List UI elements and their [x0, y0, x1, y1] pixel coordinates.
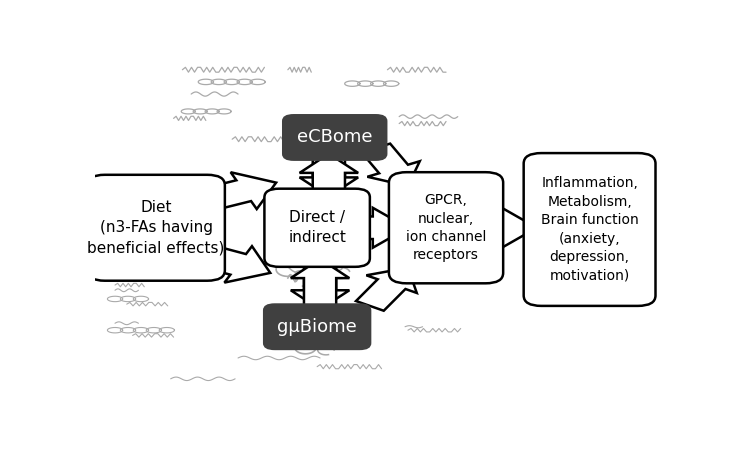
FancyBboxPatch shape	[263, 303, 371, 350]
Text: eCBome: eCBome	[297, 129, 373, 147]
Polygon shape	[291, 259, 349, 309]
Polygon shape	[361, 143, 420, 186]
Polygon shape	[291, 259, 349, 309]
Text: Inflammation,
Metabolism,
Brain function
(anxiety,
depression,
motivation): Inflammation, Metabolism, Brain function…	[541, 176, 639, 282]
FancyBboxPatch shape	[282, 114, 387, 161]
Text: Direct /
indirect: Direct / indirect	[288, 210, 346, 245]
Text: Diet
(n3-FAs having
beneficial effects): Diet (n3-FAs having beneficial effects)	[88, 200, 225, 255]
Polygon shape	[178, 240, 270, 283]
FancyBboxPatch shape	[524, 153, 655, 306]
FancyBboxPatch shape	[389, 172, 503, 283]
Polygon shape	[299, 154, 358, 197]
Polygon shape	[356, 268, 417, 311]
Polygon shape	[356, 208, 408, 248]
Text: GPCR,
nuclear,
ion channel
receptors: GPCR, nuclear, ion channel receptors	[406, 193, 486, 262]
Polygon shape	[299, 154, 358, 197]
FancyBboxPatch shape	[265, 189, 370, 267]
Polygon shape	[486, 206, 537, 249]
Polygon shape	[178, 172, 276, 216]
Text: gμBiome: gμBiome	[277, 318, 357, 336]
FancyBboxPatch shape	[87, 175, 225, 281]
